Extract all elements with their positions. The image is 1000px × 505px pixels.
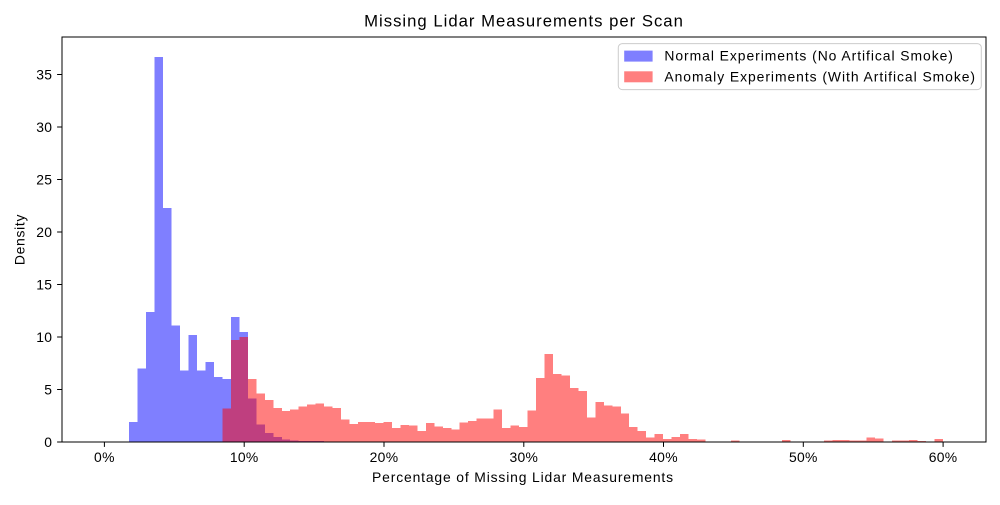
svg-text:20: 20	[36, 224, 52, 240]
svg-text:0%: 0%	[94, 449, 115, 465]
svg-text:0: 0	[44, 434, 52, 450]
svg-text:15: 15	[36, 277, 52, 293]
svg-text:35: 35	[36, 67, 52, 83]
svg-text:Normal Experiments (No Artific: Normal Experiments (No Artifical Smoke)	[664, 48, 953, 64]
svg-text:5: 5	[44, 382, 52, 398]
svg-text:Missing Lidar Measurements per: Missing Lidar Measurements per Scan	[364, 12, 684, 31]
svg-text:20%: 20%	[370, 449, 399, 465]
svg-text:30: 30	[36, 119, 52, 135]
svg-text:10: 10	[36, 329, 52, 345]
svg-text:40%: 40%	[649, 449, 678, 465]
svg-text:25: 25	[36, 172, 52, 188]
svg-text:60%: 60%	[929, 449, 958, 465]
svg-text:30%: 30%	[509, 449, 538, 465]
svg-text:10%: 10%	[230, 449, 259, 465]
svg-text:Density: Density	[12, 214, 28, 265]
svg-text:Anomaly Experiments (With Arti: Anomaly Experiments (With Artifical Smok…	[664, 68, 976, 84]
svg-text:Percentage of Missing Lidar Me: Percentage of Missing Lidar Measurements	[372, 469, 674, 485]
svg-text:50%: 50%	[789, 449, 818, 465]
